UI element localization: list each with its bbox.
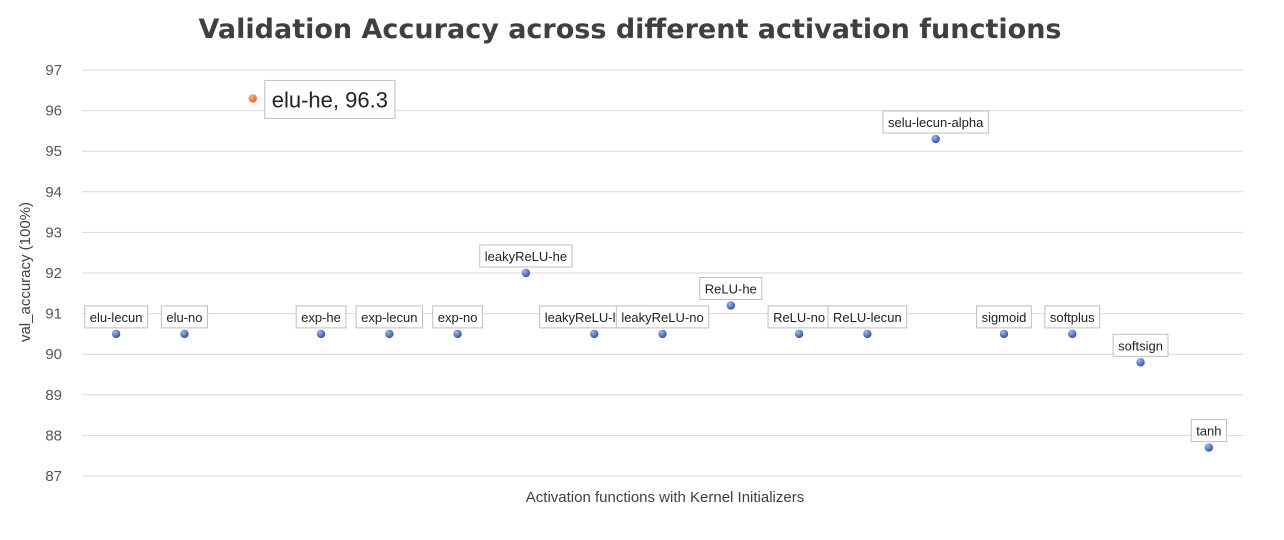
- y-tick-label: 94: [45, 184, 62, 201]
- data-label: sigmoid: [976, 305, 1032, 329]
- data-label-text: exp-he: [301, 310, 341, 325]
- data-label-box: [1112, 333, 1169, 357]
- data-point: [453, 329, 462, 339]
- chart-title: Validation Accuracy across different act…: [198, 14, 1062, 45]
- data-label-text: leakyReLU-he: [485, 249, 567, 264]
- data-label: leakyReLU-he: [479, 244, 573, 268]
- data-label-text: elu-he, 96.3: [272, 87, 388, 112]
- data-label: exp-he: [295, 305, 347, 329]
- data-point: [863, 329, 872, 339]
- data-label-text: elu-lecun: [90, 310, 143, 325]
- data-point: [316, 329, 326, 339]
- data-label-text: sigmoid: [982, 310, 1027, 325]
- data-label-text: softsign: [1118, 338, 1163, 353]
- y-tick-label: 87: [45, 468, 62, 485]
- data-point: [111, 329, 121, 339]
- y-tick-label: 95: [45, 143, 62, 160]
- data-point: [794, 329, 804, 339]
- data-label: elu-lecun: [84, 305, 149, 329]
- data-label: ReLU-lecun: [827, 305, 908, 329]
- data-point: [1136, 358, 1145, 367]
- data-points: [111, 94, 1214, 452]
- data-point: [1204, 443, 1214, 452]
- data-label-box: [882, 110, 989, 134]
- data-point: [248, 94, 257, 103]
- y-tick-label: 89: [45, 387, 62, 404]
- data-label-box: [432, 305, 483, 329]
- data-label-text: tanh: [1196, 424, 1221, 439]
- data-label: ReLU-no: [767, 305, 831, 329]
- data-point: [931, 134, 940, 144]
- y-tick-labels: 87 88 89 90 91 92 93 94 95 96 97: [45, 62, 62, 485]
- data-label-text: ReLU-he: [705, 281, 757, 296]
- x-axis-title: Activation functions with Kernel Initial…: [526, 489, 804, 506]
- data-label: elu-he, 96.3: [264, 79, 396, 119]
- y-tick-label: 88: [45, 427, 62, 444]
- grid-layer: [82, 69, 1243, 477]
- y-tick-label: 91: [45, 306, 62, 323]
- data-label-box: [355, 305, 424, 329]
- data-label: tanh: [1190, 419, 1228, 443]
- data-point: [385, 329, 394, 339]
- y-axis-title: val_accuracy (100%): [17, 202, 34, 342]
- data-label-box: [264, 79, 396, 119]
- data-label-text: selu-lecun-alpha: [888, 115, 984, 130]
- data-label-box: [1190, 419, 1228, 443]
- y-tick-label: 97: [45, 62, 62, 79]
- data-label-text: elu-no: [166, 310, 202, 325]
- data-label: softsign: [1112, 333, 1169, 357]
- data-label: elu-no: [160, 305, 209, 329]
- data-label: selu-lecun-alpha: [882, 110, 989, 134]
- data-label-box: [615, 305, 710, 329]
- y-tick-label: 90: [45, 346, 62, 363]
- data-label: exp-lecun: [355, 305, 424, 329]
- data-label-box: [699, 276, 763, 300]
- data-label-box: [84, 305, 149, 329]
- data-label-box: [479, 244, 573, 268]
- data-point: [521, 268, 531, 278]
- data-label-box: [976, 305, 1032, 329]
- data-label-text: softplus: [1050, 310, 1095, 325]
- data-label-box: [827, 305, 908, 329]
- y-tick-label: 96: [45, 103, 62, 120]
- data-labels: elu-lecun elu-no elu-he, 96.3 exp-he exp-lec…: [84, 79, 1228, 443]
- data-label: leakyReLU-no: [615, 305, 710, 329]
- data-point: [1068, 329, 1077, 339]
- y-tick-label: 92: [45, 265, 62, 282]
- data-point: [180, 329, 189, 339]
- data-label-text: exp-lecun: [361, 310, 417, 325]
- data-label-box: [160, 305, 209, 329]
- data-label-text: ReLU-lecun: [833, 310, 902, 325]
- data-label-text: leakyReLU-no: [621, 310, 703, 325]
- data-point: [590, 329, 599, 339]
- data-label-box: [295, 305, 347, 329]
- data-label-text: exp-no: [438, 310, 478, 325]
- y-tick-label: 93: [45, 224, 62, 241]
- data-label: softplus: [1044, 305, 1101, 329]
- data-label: ReLU-he: [699, 276, 763, 300]
- data-label-text: ReLU-no: [773, 310, 825, 325]
- data-point: [658, 329, 667, 339]
- data-label: exp-no: [432, 305, 483, 329]
- data-point: [726, 301, 735, 310]
- data-label-box: [1044, 305, 1101, 329]
- data-point: [999, 329, 1009, 339]
